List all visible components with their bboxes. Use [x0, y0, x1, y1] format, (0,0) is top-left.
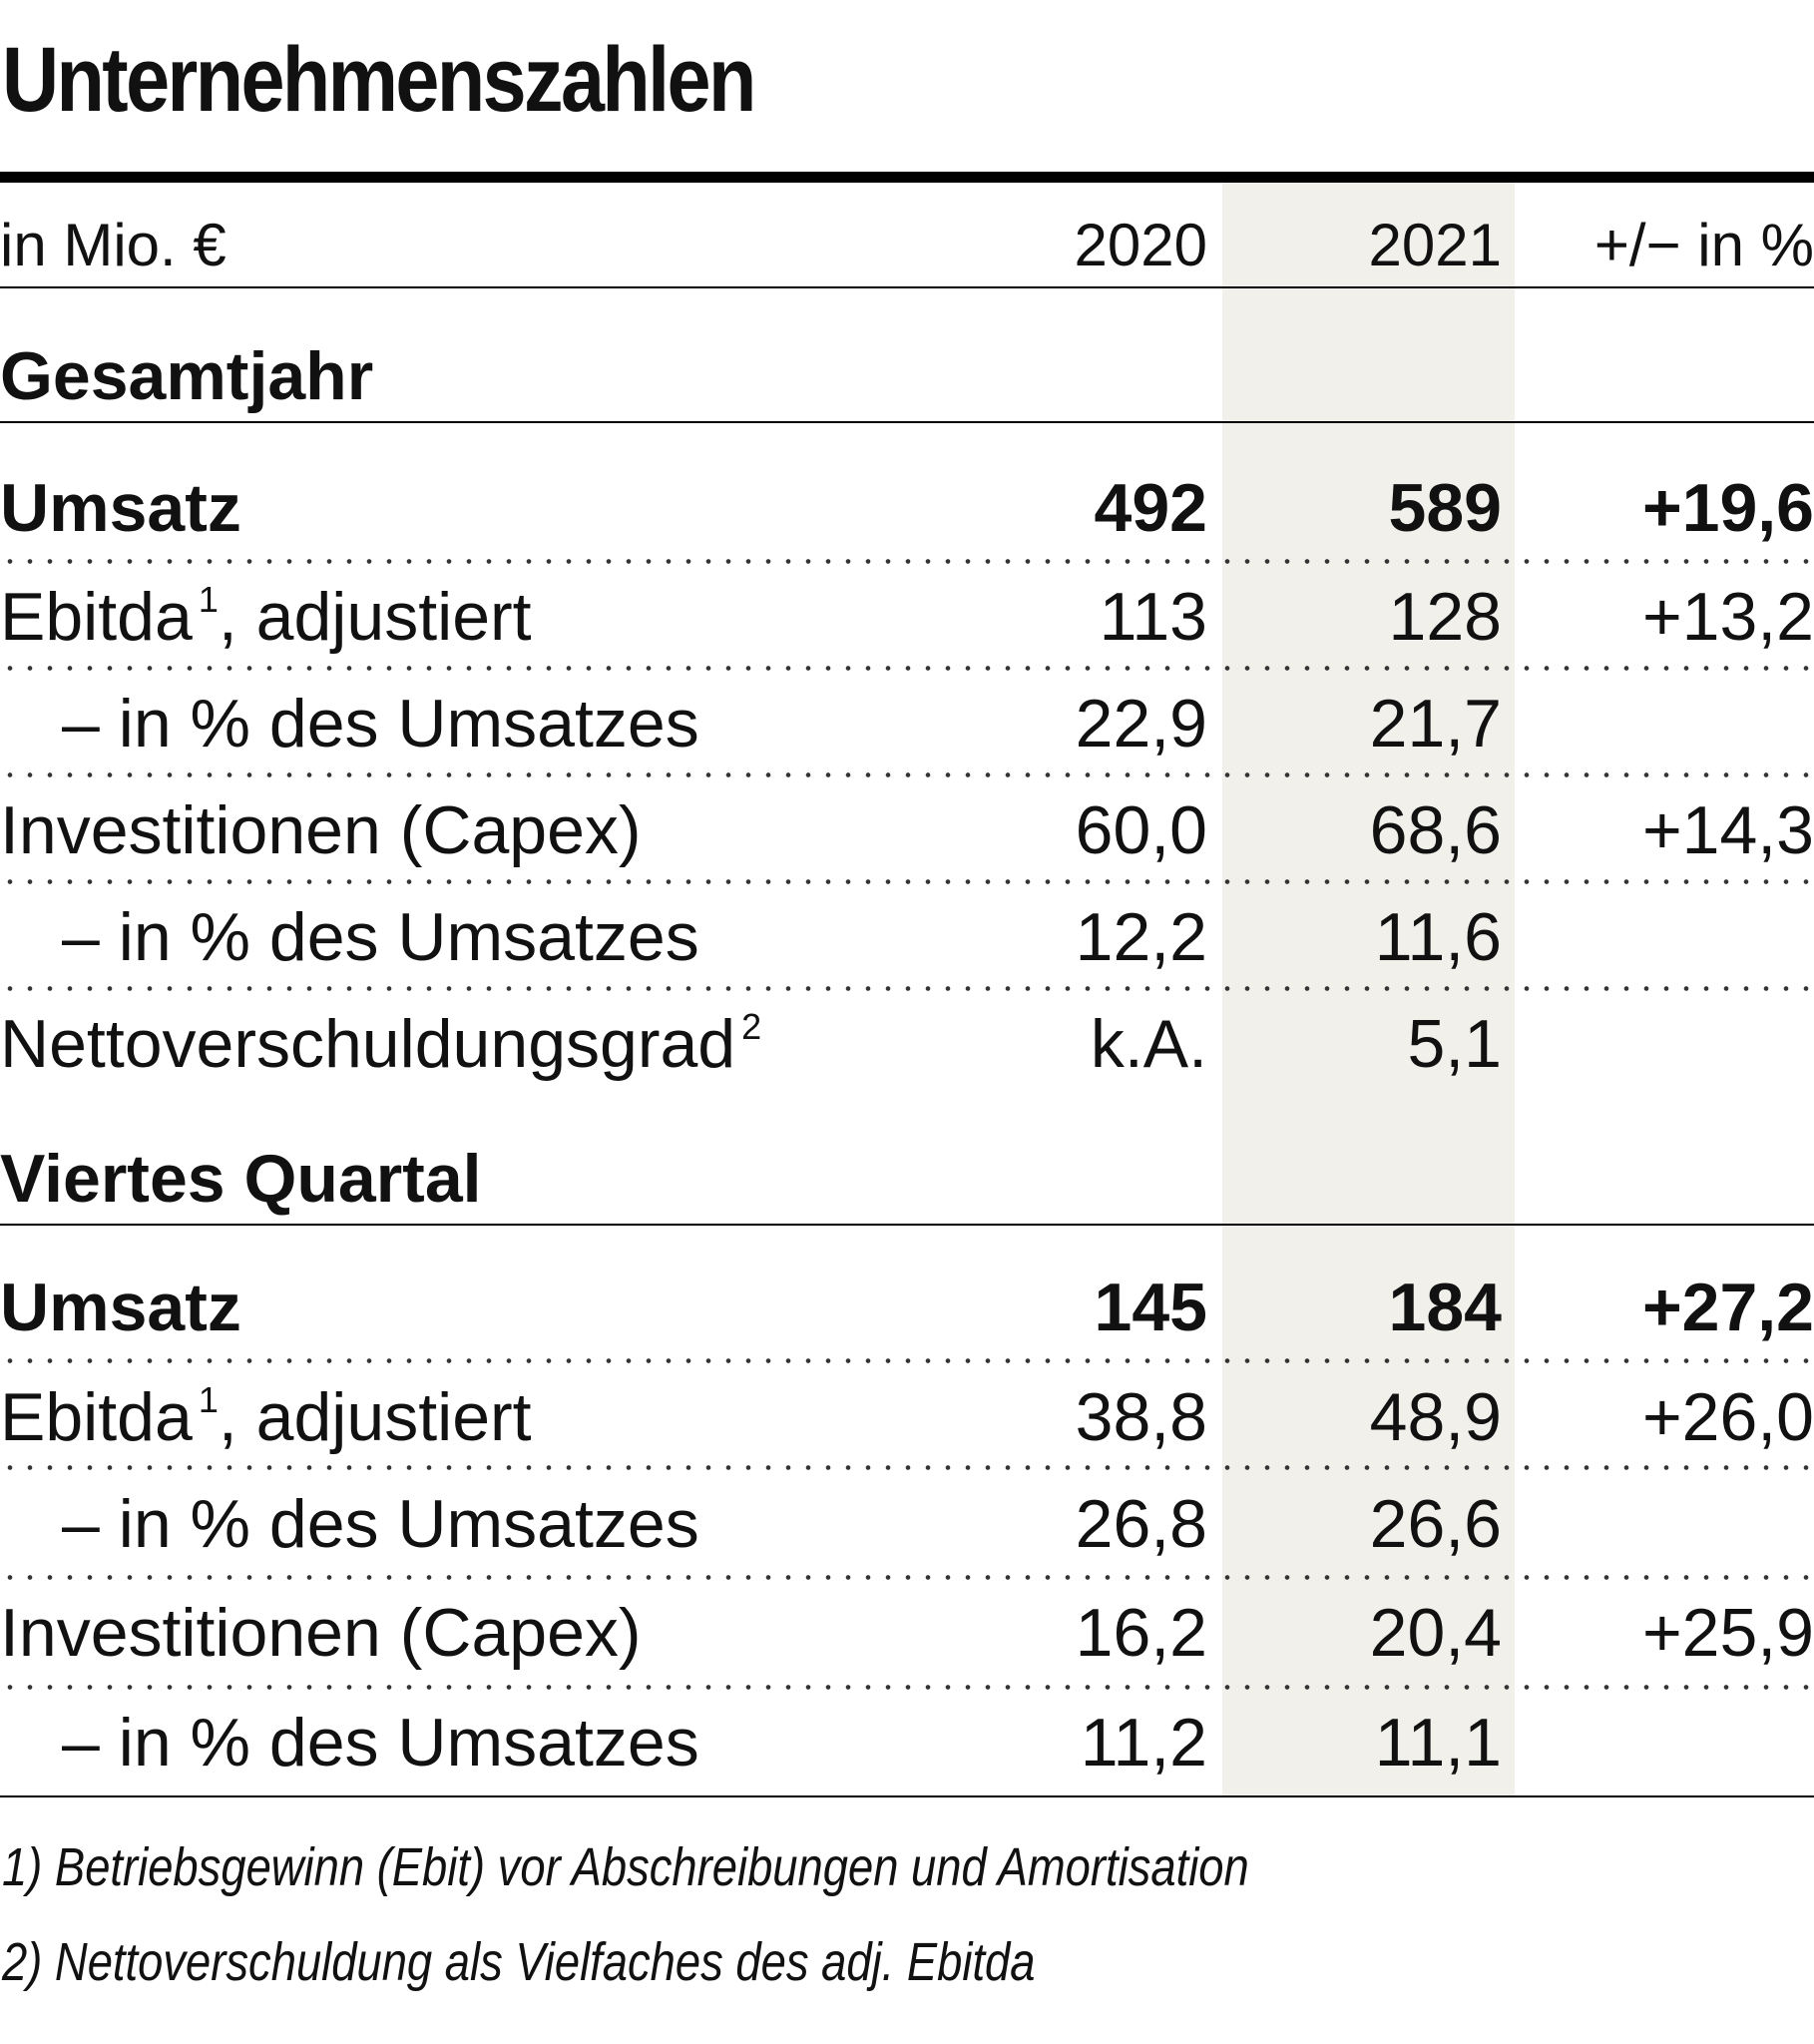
row-label: Umsatz — [0, 1270, 241, 1345]
row-label: Investitionen (Capex) — [0, 1595, 642, 1671]
section-rule — [0, 421, 1814, 423]
value-2020: 26,8 — [1075, 1486, 1207, 1562]
value-2021: 48,9 — [1369, 1379, 1502, 1455]
value-2021: 20,4 — [1369, 1595, 1502, 1671]
footnote-ref: 1 — [198, 1379, 219, 1420]
row-divider — [0, 1465, 1814, 1470]
value-2020: 60,0 — [1075, 792, 1207, 868]
row-label: Umsatz — [0, 470, 241, 546]
value-2021: 11,6 — [1374, 899, 1502, 975]
row-label: – in % des Umsatzes — [62, 1486, 699, 1562]
value-2021: 589 — [1388, 470, 1502, 546]
page-title: Unternehmenszahlen — [2, 29, 756, 131]
section-title-gesamtjahr: Gesamtjahr — [0, 338, 374, 414]
row-divider — [0, 666, 1814, 671]
footnote-1: 1) Betriebsgewinn (Ebit) vor Abschreibun… — [2, 1837, 1249, 1897]
value-2021: 26,6 — [1369, 1486, 1502, 1562]
value-change: +26,0 — [1641, 1379, 1814, 1455]
value-2020: 492 — [1094, 470, 1207, 546]
row-divider — [0, 559, 1814, 564]
row-label: Ebitda 1, adjustiert — [0, 1379, 532, 1455]
row-divider — [0, 1575, 1814, 1580]
unit-label: in Mio. € — [0, 212, 227, 278]
value-change: +27,2 — [1641, 1270, 1814, 1345]
value-change: +14,3 — [1641, 792, 1814, 868]
row-label: Investitionen (Capex) — [0, 792, 642, 868]
value-2020: 113 — [1099, 579, 1207, 655]
footnote-2: 2) Nettoverschuldung als Vielfaches des … — [2, 1932, 1036, 1992]
value-2021: 5,1 — [1407, 1006, 1502, 1082]
row-divider — [0, 986, 1814, 991]
header-2020: 2020 — [1074, 212, 1207, 278]
row-divider — [0, 1358, 1814, 1363]
value-2020: 12,2 — [1075, 899, 1207, 975]
value-2020: k.A. — [1090, 1006, 1207, 1082]
row-divider — [0, 772, 1814, 777]
section-title-viertes-quartal: Viertes Quartal — [0, 1141, 482, 1217]
value-2021: 21,7 — [1369, 686, 1502, 762]
value-change: +13,2 — [1641, 579, 1814, 655]
row-label: – in % des Umsatzes — [62, 899, 699, 975]
footnote-ref: 1 — [198, 579, 219, 620]
header-rule — [0, 286, 1814, 288]
value-change: +25,9 — [1641, 1595, 1814, 1671]
row-label: – in % des Umsatzes — [62, 686, 699, 762]
value-2020: 11,2 — [1080, 1705, 1207, 1781]
title-rule — [0, 172, 1814, 183]
value-2021: 128 — [1388, 579, 1502, 655]
value-2021: 68,6 — [1369, 792, 1502, 868]
value-2020: 38,8 — [1075, 1379, 1207, 1455]
row-divider — [0, 879, 1814, 884]
footnote-ref: 2 — [741, 1006, 762, 1047]
row-label: – in % des Umsatzes — [62, 1705, 699, 1781]
value-2020: 145 — [1094, 1270, 1207, 1345]
row-label: Ebitda 1, adjustiert — [0, 579, 532, 655]
value-2020: 22,9 — [1075, 686, 1207, 762]
header-change: +/− in % — [1593, 212, 1814, 278]
table-bottom-rule — [0, 1795, 1814, 1797]
header-2021: 2021 — [1368, 212, 1502, 278]
row-label: Nettoverschuldungsgrad 2 — [0, 1006, 762, 1082]
value-2020: 16,2 — [1075, 1595, 1207, 1671]
value-2021: 11,1 — [1374, 1705, 1502, 1781]
value-2021: 184 — [1388, 1270, 1502, 1345]
value-change: +19,6 — [1641, 470, 1814, 546]
section-rule — [0, 1224, 1814, 1226]
row-divider — [0, 1685, 1814, 1690]
